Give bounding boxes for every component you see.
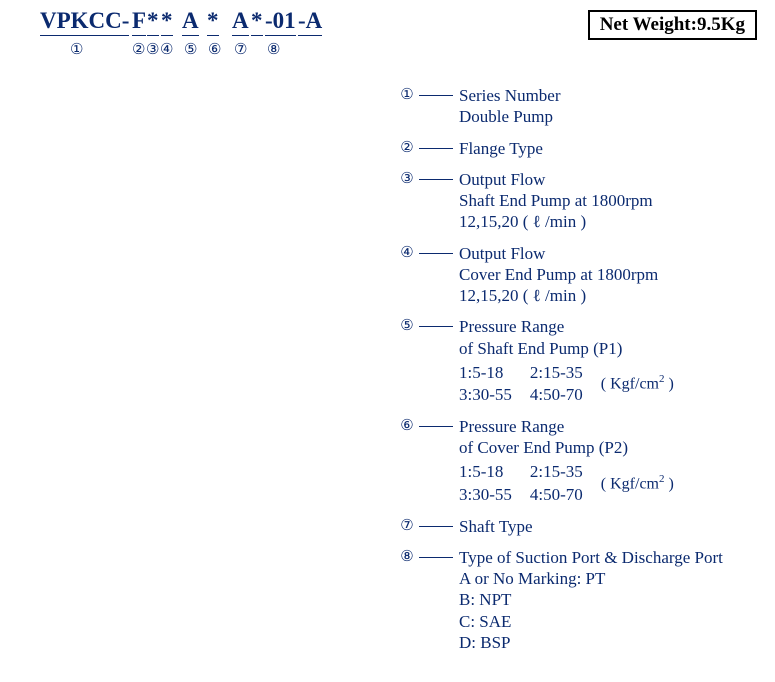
legend-text: Output FlowCover End Pump at 1800rpm12,1…: [453, 243, 658, 307]
legend-text-line: D: BSP: [459, 632, 723, 653]
legend-marker: ⑦: [395, 516, 419, 535]
code-seg-1: VPKCC-: [40, 8, 129, 36]
legend-text-line: B: NPT: [459, 589, 723, 610]
code-seg-8: *: [251, 8, 263, 36]
legend-text-line: Output Flow: [459, 243, 658, 264]
legend-text-line: Cover End Pump at 1800rpm: [459, 264, 658, 285]
legend-marker: ⑥: [395, 416, 419, 435]
legend-connector-line: [419, 179, 453, 180]
pressure-cell: 4:50-70: [530, 484, 583, 506]
legend-marker: ①: [395, 85, 419, 104]
legend-text-line: Series Number: [459, 85, 561, 106]
legend-item: ⑦ Shaft Type: [395, 516, 723, 537]
legend-connector-line: [419, 95, 453, 96]
pressure-cell: 2:15-35: [530, 362, 583, 384]
legend-text-line: A or No Marking: PT: [459, 568, 723, 589]
marker-3: ③: [146, 40, 159, 59]
pressure-unit: ( Kgf/cm2 ): [601, 473, 674, 494]
legend-item: ① Series NumberDouble Pump: [395, 85, 723, 128]
pressure-cell: 4:50-70: [530, 384, 583, 406]
pressure-col-1: 1:5-183:30-55: [459, 461, 512, 505]
legend-text-line: of Shaft End Pump (P1): [459, 338, 674, 359]
legend: ① Series NumberDouble Pump ② Flange Type ③ Ou…: [395, 85, 723, 663]
marker-1: ①: [70, 40, 83, 59]
weight-box: Net Weight:9.5Kg: [588, 10, 757, 40]
legend-connector-line: [419, 253, 453, 254]
code-seg-9: -01: [265, 8, 296, 36]
legend-item: ⑤ Pressure Rangeof Shaft End Pump (P1) 1:5…: [395, 316, 723, 406]
legend-connector-line: [419, 326, 453, 327]
legend-marker: ⑤: [395, 316, 419, 335]
pressure-table: 1:5-183:30-55 2:15-354:50-70 ( Kgf/cm2 ): [459, 362, 674, 406]
legend-connector-line: [419, 426, 453, 427]
legend-text-line: Flange Type: [459, 138, 543, 159]
legend-text-line: Shaft End Pump at 1800rpm: [459, 190, 653, 211]
marker-5: ⑤: [184, 40, 197, 59]
marker-8: ⑧: [267, 40, 280, 59]
code-seg-5: A: [182, 8, 199, 36]
header-row: VPKCC- F * * A * A * -01 -A Net Weight:9…: [40, 8, 757, 38]
weight-label: Net Weight:9.5Kg: [600, 14, 745, 35]
code-seg-2: F: [132, 8, 146, 36]
legend-text-line: Double Pump: [459, 106, 561, 127]
legend-marker: ②: [395, 138, 419, 157]
legend-text-line: of Cover End Pump (P2): [459, 437, 674, 458]
legend-text: Output FlowShaft End Pump at 1800rpm12,1…: [453, 169, 653, 233]
pressure-col-2: 2:15-354:50-70: [530, 362, 583, 406]
pressure-col-2: 2:15-354:50-70: [530, 461, 583, 505]
legend-connector-line: [419, 148, 453, 149]
legend-text: Flange Type: [453, 138, 543, 159]
pressure-cell: 3:30-55: [459, 384, 512, 406]
legend-text: Type of Suction Port & Discharge PortA o…: [453, 547, 723, 653]
legend-text-line: C: SAE: [459, 611, 723, 632]
pressure-unit: ( Kgf/cm2 ): [601, 373, 674, 394]
legend-item: ③ Output FlowShaft End Pump at 1800rpm12,…: [395, 169, 723, 233]
pressure-cell: 2:15-35: [530, 461, 583, 483]
legend-marker: ⑧: [395, 547, 419, 566]
legend-text-line: Shaft Type: [459, 516, 533, 537]
code-seg-6: *: [207, 8, 219, 36]
pressure-col-1: 1:5-183:30-55: [459, 362, 512, 406]
pressure-cell: 3:30-55: [459, 484, 512, 506]
legend-marker: ③: [395, 169, 419, 188]
marker-6: ⑥: [208, 40, 221, 59]
legend-text: Pressure Rangeof Shaft End Pump (P1) 1:5-…: [453, 316, 674, 406]
legend-marker: ④: [395, 243, 419, 262]
legend-item: ④ Output FlowCover End Pump at 1800rpm12,…: [395, 243, 723, 307]
legend-connector-line: [419, 557, 453, 558]
legend-text-line: Pressure Range: [459, 416, 674, 437]
legend-text: Shaft Type: [453, 516, 533, 537]
legend-text-line: 12,15,20 ( ℓ /min ): [459, 211, 653, 232]
pressure-cell: 1:5-18: [459, 362, 512, 384]
legend-connector-line: [419, 526, 453, 527]
marker-4: ④: [160, 40, 173, 59]
legend-text-line: Pressure Range: [459, 316, 674, 337]
legend-text: Pressure Rangeof Cover End Pump (P2) 1:5-…: [453, 416, 674, 506]
legend-text-line: Type of Suction Port & Discharge Port: [459, 547, 723, 568]
legend-item: ⑥ Pressure Rangeof Cover End Pump (P2) 1:5…: [395, 416, 723, 506]
legend-item: ② Flange Type: [395, 138, 723, 159]
legend-text-line: 12,15,20 ( ℓ /min ): [459, 285, 658, 306]
marker-2: ②: [132, 40, 145, 59]
pressure-cell: 1:5-18: [459, 461, 512, 483]
marker-7: ⑦: [234, 40, 247, 59]
legend-text: Series NumberDouble Pump: [453, 85, 561, 128]
code-seg-10: -A: [298, 8, 322, 36]
code-seg-4: *: [161, 8, 173, 36]
legend-text-line: Output Flow: [459, 169, 653, 190]
code-seg-3: *: [147, 8, 159, 36]
pressure-table: 1:5-183:30-55 2:15-354:50-70 ( Kgf/cm2 ): [459, 461, 674, 505]
legend-item: ⑧ Type of Suction Port & Discharge PortA …: [395, 547, 723, 653]
code-seg-7: A: [232, 8, 249, 36]
